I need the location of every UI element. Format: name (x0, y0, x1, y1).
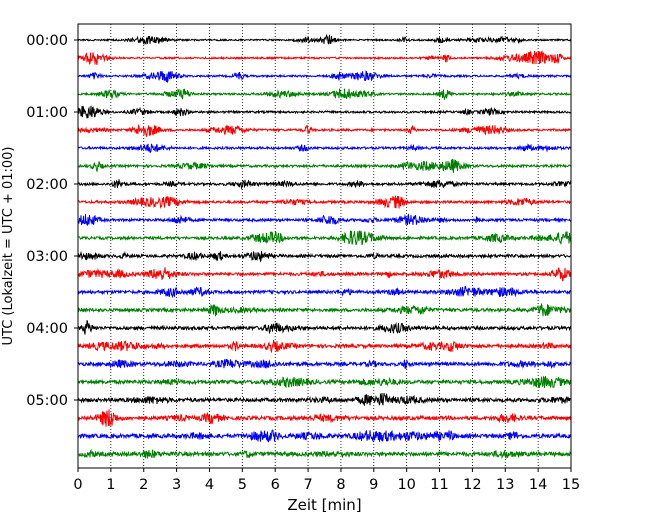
x-tick-label: 0 (73, 477, 82, 493)
x-tick-label: 14 (529, 477, 547, 493)
trace-0030 (77, 70, 572, 84)
trace-0530 (77, 429, 572, 443)
trace-0215 (77, 195, 572, 210)
trace-0115 (77, 123, 572, 137)
trace-0330 (77, 286, 572, 299)
trace-0445 (77, 375, 572, 389)
trace-0230 (77, 213, 572, 226)
trace-0045 (77, 87, 572, 101)
trace-0400 (77, 320, 572, 335)
trace-0145 (77, 158, 572, 173)
trace-0130 (77, 143, 572, 154)
x-axis-label: Zeit [min] (287, 496, 361, 514)
trace-0000 (77, 33, 572, 45)
y-tick-label: 01:00 (26, 105, 68, 121)
x-tick-label: 8 (336, 477, 345, 493)
x-tick-label: 4 (205, 477, 214, 493)
y-tick-label: 03:00 (26, 249, 68, 265)
trace-0545 (77, 448, 572, 460)
y-tick-label: 05:00 (26, 393, 68, 409)
x-tick-label: 9 (369, 477, 378, 493)
x-tick-label: 11 (430, 477, 448, 493)
plot-frame (77, 23, 572, 469)
trace-0345 (77, 303, 572, 317)
x-tick-label: 5 (238, 477, 247, 493)
y-tick-label: 02:00 (26, 177, 68, 193)
x-tick-label: 6 (271, 477, 280, 493)
trace-0200 (77, 178, 572, 190)
trace-0300 (77, 250, 572, 263)
x-tick-label: 15 (562, 477, 580, 493)
x-tick-label: 2 (139, 477, 148, 493)
x-axis: 0 1 2 3 4 5 6 7 8 9 10 11 12 13 14 15 (73, 468, 580, 493)
y-tick-label: 04:00 (26, 321, 68, 337)
grid (110, 24, 539, 468)
trace-0515 (77, 409, 572, 427)
x-tick-label: 13 (496, 477, 514, 493)
x-tick-label: 10 (397, 477, 415, 493)
y-axis: 00:00 01:00 02:00 03:00 04:00 05:00 (26, 33, 78, 409)
trace-0430 (77, 358, 572, 369)
trace-0015 (77, 50, 572, 65)
x-tick-label: 12 (463, 477, 481, 493)
trace-0245 (77, 230, 572, 246)
y-axis-label: UTC (Lokalzeit = UTC + 01:00) (1, 147, 16, 346)
trace-0100 (77, 105, 572, 119)
trace-0500 (77, 392, 572, 407)
x-tick-label: 1 (106, 477, 115, 493)
x-tick-label: 3 (172, 477, 181, 493)
y-tick-label: 00:00 (26, 33, 68, 49)
trace-0415 (77, 339, 572, 354)
trace-0315 (77, 267, 572, 282)
x-tick-label: 7 (303, 477, 312, 493)
traces (77, 33, 572, 460)
